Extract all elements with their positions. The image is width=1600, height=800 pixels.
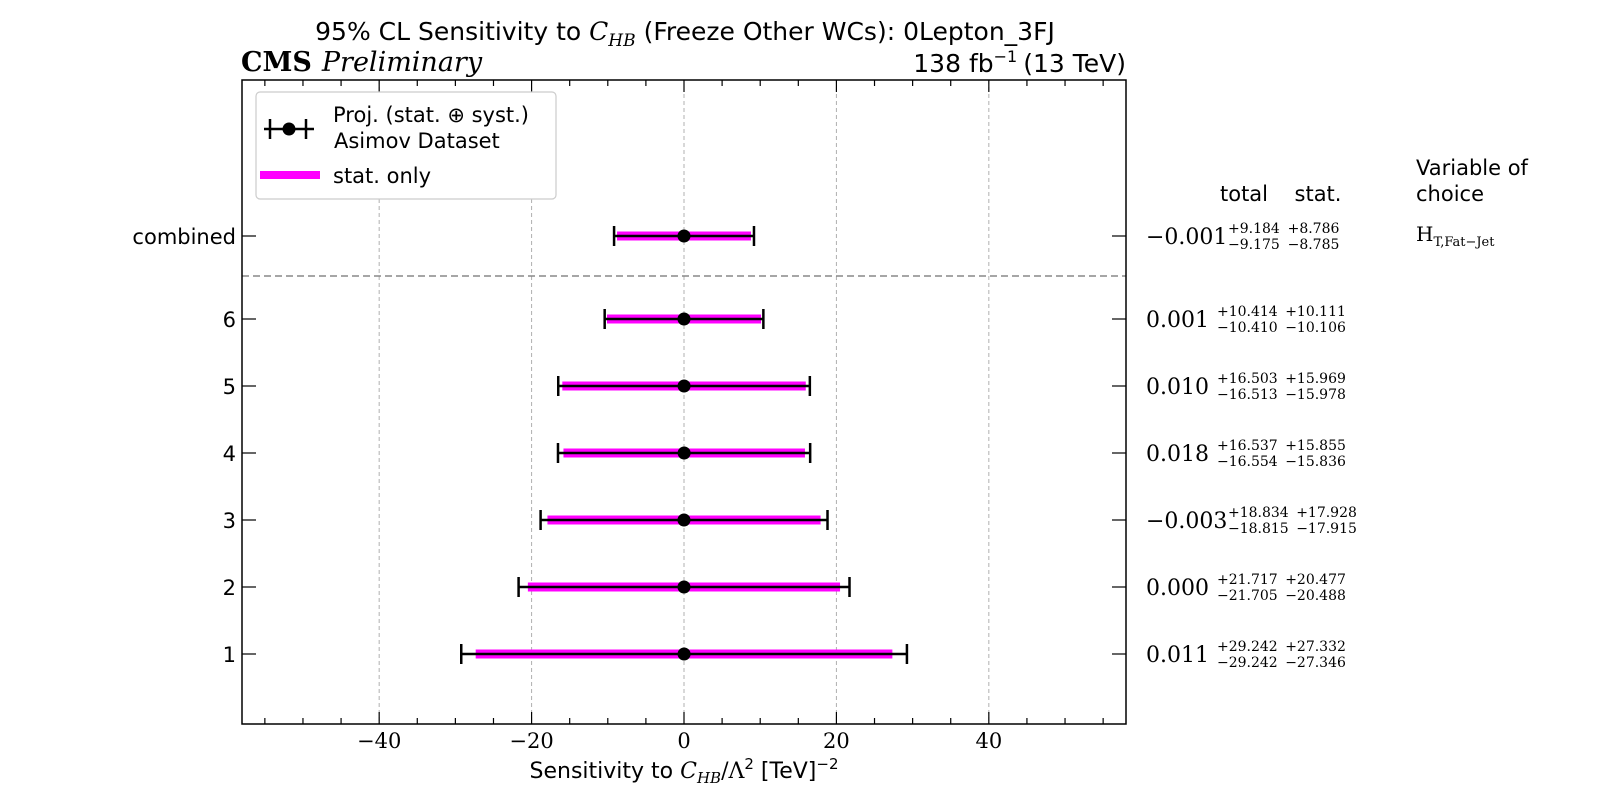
central-value: 0.011 bbox=[1146, 643, 1209, 668]
axis-ticks bbox=[242, 80, 1126, 724]
x-tick-label: 40 bbox=[975, 729, 1002, 753]
y-tick-label: combined bbox=[132, 225, 236, 249]
total-error-up: +9.184 bbox=[1228, 221, 1280, 237]
error-bar-row bbox=[556, 376, 812, 396]
total-error-down: −21.705 bbox=[1217, 588, 1278, 604]
stat-error-up: +20.477 bbox=[1285, 572, 1346, 588]
central-value-marker bbox=[677, 580, 691, 594]
central-value-marker bbox=[677, 312, 691, 326]
total-error-up: +21.717 bbox=[1217, 572, 1278, 588]
legend-total-label-1: Proj. (stat. ⊕ syst.) bbox=[333, 103, 529, 127]
stat-error-up: +17.928 bbox=[1296, 505, 1357, 521]
legend-total-label-2: Asimov Dataset bbox=[334, 129, 500, 153]
y-tick-label: 4 bbox=[223, 442, 236, 466]
central-value: 0.010 bbox=[1146, 375, 1209, 400]
stat-error-up: +15.969 bbox=[1285, 371, 1346, 387]
total-error-up: +10.414 bbox=[1217, 304, 1278, 320]
total-error-down: −9.175 bbox=[1228, 237, 1280, 253]
total-error-up: +16.503 bbox=[1217, 371, 1278, 387]
y-tick-label: 2 bbox=[223, 576, 236, 600]
y-tick-labels: combined 6 5 4 3 2 1 bbox=[132, 225, 236, 667]
total-error-down: −16.554 bbox=[1217, 454, 1278, 470]
x-axis-label: Sensitivity to CHB/Λ2 [TeV]−2 bbox=[530, 755, 839, 787]
results-table: −0.001 +9.184−9.175 +8.786−8.785 0.001 +10.4… bbox=[1146, 221, 1357, 671]
central-value: 0.018 bbox=[1146, 442, 1209, 467]
legend-total-marker bbox=[264, 119, 314, 139]
header-total: total bbox=[1220, 182, 1268, 206]
error-bar-row bbox=[603, 309, 765, 329]
error-bar-row bbox=[612, 226, 756, 246]
stat-error-up: +27.332 bbox=[1285, 639, 1346, 655]
legend-stat-label: stat. only bbox=[333, 164, 431, 188]
central-value: 0.000 bbox=[1146, 576, 1209, 601]
variable-name: HT,Fat−Jet bbox=[1416, 222, 1495, 250]
central-value: 0.001 bbox=[1146, 308, 1209, 333]
stat-error-down: −17.915 bbox=[1296, 521, 1357, 537]
x-tick-label: −20 bbox=[509, 729, 553, 753]
y-tick-label: 6 bbox=[223, 308, 236, 332]
central-value-marker bbox=[677, 513, 691, 527]
total-error-down: −10.410 bbox=[1217, 320, 1278, 336]
stat-error-up: +8.786 bbox=[1288, 221, 1340, 237]
total-error-down: −16.513 bbox=[1217, 387, 1278, 403]
total-error-up: +16.537 bbox=[1217, 438, 1278, 454]
x-tick-label: −40 bbox=[357, 729, 401, 753]
central-value: −0.003 bbox=[1146, 509, 1227, 534]
stat-error-down: −15.836 bbox=[1285, 454, 1346, 470]
error-bar-row bbox=[539, 510, 829, 530]
central-value-marker bbox=[677, 647, 691, 661]
central-value: −0.001 bbox=[1146, 225, 1227, 250]
stat-error-up: +10.111 bbox=[1285, 304, 1346, 320]
stat-error-down: −20.488 bbox=[1285, 588, 1346, 604]
central-value-marker bbox=[677, 446, 691, 460]
header-stat: stat. bbox=[1295, 182, 1342, 206]
y-tick-label: 5 bbox=[223, 375, 236, 399]
error-bar-row bbox=[517, 577, 851, 597]
total-error-down: −29.242 bbox=[1217, 655, 1278, 671]
header-variable-2: choice bbox=[1416, 182, 1484, 206]
central-value-marker bbox=[677, 379, 691, 393]
lumi-label: 138 fb−1 (13 TeV) bbox=[913, 47, 1126, 78]
total-error-down: −18.815 bbox=[1228, 521, 1289, 537]
x-tick-labels: −40 −20 0 20 40 bbox=[357, 729, 1002, 753]
stat-error-down: −8.785 bbox=[1288, 237, 1340, 253]
stat-error-down: −15.978 bbox=[1285, 387, 1346, 403]
error-bars bbox=[459, 226, 909, 664]
central-value-marker bbox=[677, 229, 691, 243]
total-error-up: +18.834 bbox=[1228, 505, 1289, 521]
y-tick-label: 3 bbox=[223, 509, 236, 533]
chart-title: 95% CL Sensitivity to CHB (Freeze Other … bbox=[315, 17, 1055, 51]
total-error-up: +29.242 bbox=[1217, 639, 1278, 655]
error-bar-row bbox=[556, 443, 812, 463]
legend-box bbox=[255, 91, 557, 200]
stat-error-down: −10.106 bbox=[1285, 320, 1346, 336]
x-tick-label: 20 bbox=[823, 729, 850, 753]
experiment-label: CMS Preliminary bbox=[241, 47, 483, 78]
stat-error-up: +15.855 bbox=[1285, 438, 1346, 454]
stat-error-down: −27.346 bbox=[1285, 655, 1346, 671]
y-tick-label: 1 bbox=[223, 643, 236, 667]
x-tick-label: 0 bbox=[677, 729, 690, 753]
error-bar-row bbox=[459, 644, 909, 664]
header-variable-1: Variable of bbox=[1416, 156, 1529, 180]
legend: Proj. (stat. ⊕ syst.) Asimov Dataset sta… bbox=[255, 91, 557, 200]
